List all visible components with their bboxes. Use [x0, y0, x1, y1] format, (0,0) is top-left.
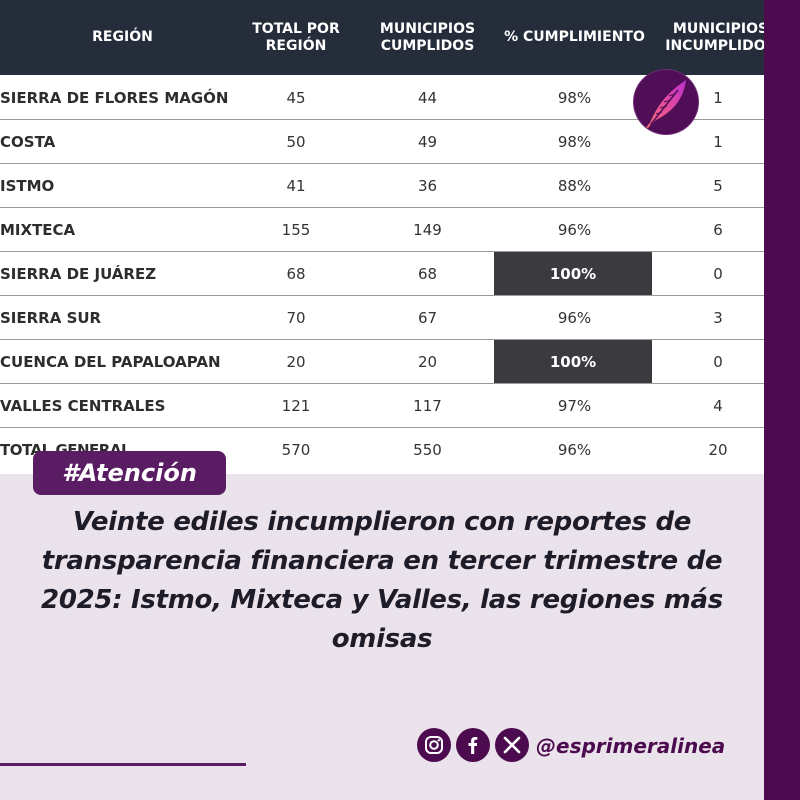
- cell-cumplidos: 49: [417, 132, 438, 151]
- table-row: ISTMO 41 36 88% 5: [0, 164, 764, 208]
- cell-incumplidos: 5: [713, 176, 723, 195]
- cell-cumplidos: 149: [413, 220, 442, 239]
- cell-incumplidos: 3: [713, 308, 723, 327]
- cell-incumplidos: 20: [708, 440, 728, 459]
- cell-cumplidos: 36: [417, 176, 438, 195]
- facebook-icon[interactable]: [456, 728, 490, 762]
- cell-incumplidos: 4: [713, 396, 723, 415]
- table-row: VALLES CENTRALES 121 117 97% 4: [0, 384, 764, 428]
- cell-region: MIXTECA: [0, 220, 76, 239]
- cell-incumplidos: 6: [713, 220, 723, 239]
- attention-badge: #Atención: [33, 451, 226, 495]
- table-row: SIERRA SUR 70 67 96% 3: [0, 296, 764, 340]
- header-cumplidos: MUNICIPIOS CUMPLIDOS: [379, 20, 476, 54]
- cell-incumplidos: 0: [713, 352, 723, 371]
- cell-total: 41: [286, 176, 306, 195]
- cell-region: SIERRA DE JUÁREZ: [0, 264, 157, 283]
- right-accent-bar: [764, 0, 800, 800]
- cell-incumplidos: 1: [713, 88, 723, 107]
- cell-pct: 96%: [557, 308, 592, 327]
- cell-total: 570: [281, 440, 311, 459]
- cell-pct-highlight: 100%: [494, 252, 652, 295]
- cell-pct: 98%: [557, 88, 592, 107]
- cell-region: SIERRA DE FLORES MAGÓN: [0, 88, 229, 107]
- cell-pct: 96%: [557, 220, 592, 239]
- cell-cumplidos: 67: [417, 308, 438, 327]
- instagram-icon[interactable]: [417, 728, 451, 762]
- x-icon[interactable]: [495, 728, 529, 762]
- table-header: REGIÓN TOTAL POR REGIÓN MUNICIPIOS CUMPL…: [0, 0, 764, 75]
- header-total: TOTAL POR REGIÓN: [252, 20, 340, 54]
- lower-panel: [0, 474, 764, 800]
- table-row: SIERRA DE JUÁREZ 68 68 100% 0: [0, 252, 764, 296]
- header-pct: % CUMPLIMIENTO: [504, 29, 645, 45]
- cell-cumplidos: 44: [417, 88, 438, 107]
- compliance-table: REGIÓN TOTAL POR REGIÓN MUNICIPIOS CUMPL…: [0, 0, 764, 474]
- social-handle[interactable]: @esprimeralinea: [536, 734, 726, 758]
- cell-region: VALLES CENTRALES: [0, 396, 166, 415]
- cell-pct: 96%: [557, 440, 592, 459]
- cell-pct: 98%: [557, 132, 592, 151]
- cell-cumplidos: 117: [413, 396, 442, 415]
- headline: Veinte ediles incumplieron con reportes …: [41, 507, 723, 654]
- cell-total: 20: [286, 352, 306, 371]
- cell-cumplidos: 68: [417, 264, 438, 283]
- cell-pct: 88%: [557, 176, 592, 195]
- table-row: COSTA 50 49 98% 1: [0, 120, 764, 164]
- cell-total: 68: [286, 264, 306, 283]
- cell-total: 155: [281, 220, 311, 239]
- cell-region: ISTMO: [0, 176, 55, 195]
- cell-region: COSTA: [0, 132, 56, 151]
- table-row: CUENCA DEL PAPALOAPAN 20 20 100% 0: [0, 340, 764, 384]
- cell-region: CUENCA DEL PAPALOAPAN: [0, 352, 221, 371]
- cell-region: SIERRA SUR: [0, 308, 102, 327]
- cell-total: 50: [286, 132, 306, 151]
- feather-logo: [634, 70, 698, 134]
- cell-total: 70: [286, 308, 306, 327]
- cell-total: 121: [281, 396, 311, 415]
- header-region: REGIÓN: [92, 29, 153, 45]
- cell-cumplidos: 550: [413, 440, 442, 459]
- footer-divider: [0, 763, 246, 766]
- cell-incumplidos: 1: [713, 132, 723, 151]
- cell-pct-highlight: 100%: [494, 340, 652, 383]
- cell-pct: 97%: [557, 396, 592, 415]
- cell-incumplidos: 0: [713, 264, 723, 283]
- table-row: SIERRA DE FLORES MAGÓN 45 44 98% 1: [0, 76, 764, 120]
- cell-cumplidos: 20: [417, 352, 438, 371]
- cell-total: 45: [286, 88, 306, 107]
- table-row: MIXTECA 155 149 96% 6: [0, 208, 764, 252]
